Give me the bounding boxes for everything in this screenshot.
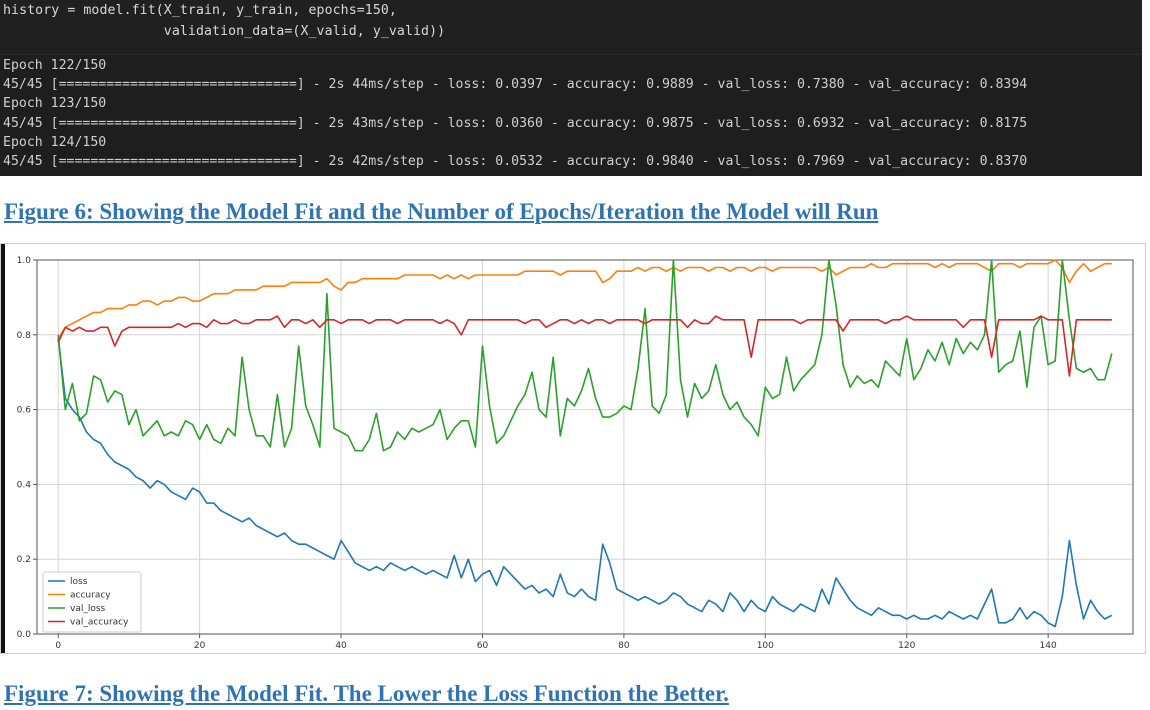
series-line-accuracy <box>57 259 1112 339</box>
log-epoch-line: Epoch 122/150 <box>3 58 107 73</box>
grid-lines <box>37 259 1133 635</box>
chart-frame: 0 20 40 60 80 100 120 140 0.0 0.2 0.4 0.6 0.8 1.0 los… <box>0 243 1146 654</box>
y-tick-label: 0.8 <box>17 331 32 341</box>
x-tick-label: 80 <box>618 641 630 651</box>
legend: loss accuracy val_loss val_accuracy <box>42 571 142 633</box>
figure-7-caption: Figure 7: Showing the Model Fit. The Low… <box>4 681 729 706</box>
legend-box <box>42 571 142 633</box>
y-tick-label: 0.2 <box>17 555 31 565</box>
legend-label-accuracy: accuracy <box>70 591 111 601</box>
x-tick-label: 40 <box>335 641 347 651</box>
series-line-loss <box>57 338 1113 628</box>
code-cell[interactable]: history = model.fit(X_train, y_train, ep… <box>0 0 1142 55</box>
log-progress-line: 45/45 [==============================] -… <box>3 116 1028 131</box>
legend-label-val_accuracy: val_accuracy <box>70 618 129 628</box>
legend-label-loss: loss <box>70 577 88 587</box>
x-tick-label: 140 <box>1040 641 1057 651</box>
x-tick-label: 60 <box>477 641 489 651</box>
x-tick-label: 20 <box>194 641 206 651</box>
series-line-val_accuracy <box>57 315 1112 377</box>
code-line-1: history = model.fit(X_train, y_train, ep… <box>3 3 397 18</box>
y-tick-label: 0.6 <box>17 406 32 416</box>
x-tick-label: 120 <box>898 641 915 651</box>
figure-6-caption: Figure 6: Showing the Model Fit and the … <box>4 199 879 224</box>
x-tick-label: 0 <box>55 641 61 651</box>
code-line-2: validation_data=(X_valid, y_valid)) <box>3 24 446 39</box>
x-tick-label: 100 <box>757 641 774 651</box>
series-lines <box>57 259 1113 628</box>
plot-area-border <box>36 259 1134 635</box>
log-progress-line: 45/45 [==============================] -… <box>3 154 1028 169</box>
log-epoch-line: Epoch 123/150 <box>3 96 107 111</box>
series-line-val_loss <box>57 259 1113 452</box>
training-history-chart: 0 20 40 60 80 100 120 140 0.0 0.2 0.4 0.6 0.8 1.0 los… <box>17 256 1134 651</box>
y-tick-label: 1.0 <box>17 256 32 266</box>
legend-label-val_loss: val_loss <box>70 604 106 614</box>
notebook-output-panel: history = model.fit(X_train, y_train, ep… <box>0 0 1142 176</box>
y-tick-label: 0.4 <box>17 480 32 490</box>
log-progress-line: 45/45 [==============================] -… <box>3 77 1028 92</box>
axes: 0 20 40 60 80 100 120 140 0.0 0.2 0.4 0.6 0.8 1.0 <box>17 256 1134 651</box>
log-epoch-line: Epoch 124/150 <box>3 135 107 150</box>
y-tick-label: 0.0 <box>17 630 32 640</box>
